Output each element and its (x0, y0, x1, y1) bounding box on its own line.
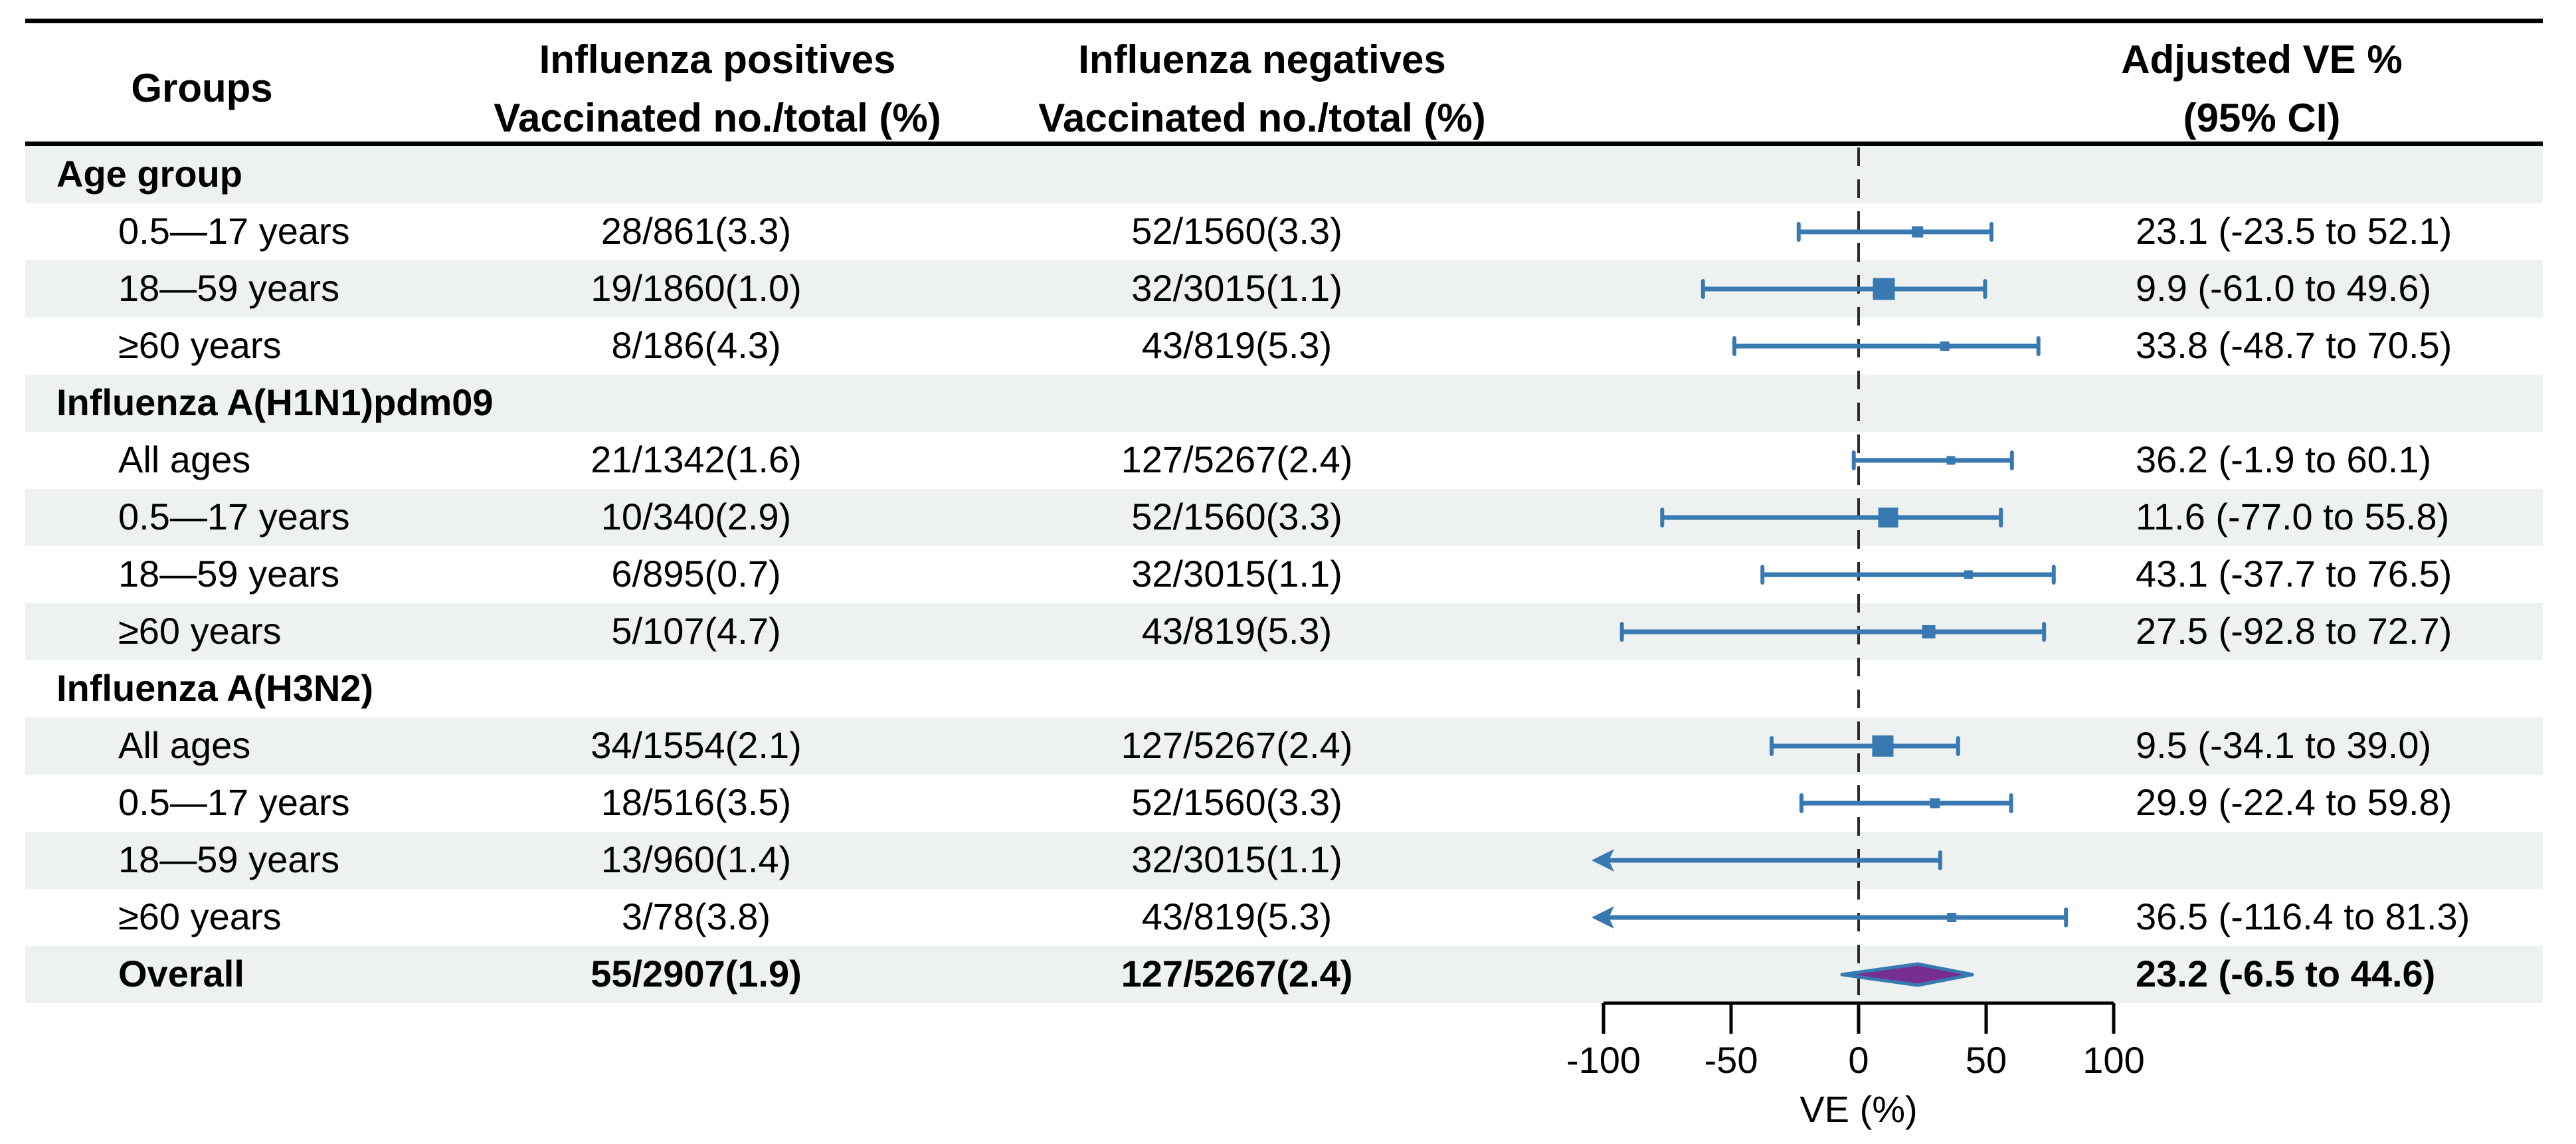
x-axis-tick-label: 100 (2082, 1039, 2145, 1081)
negatives-value: 52/1560(3.3) (1131, 209, 1342, 252)
col-header-positives-line1: Influenza positives (539, 37, 896, 82)
positives-value: 28/861(3.3) (600, 209, 792, 252)
positives-value: 13/960(1.4) (600, 838, 792, 880)
negatives-value: 32/3015(1.1) (1131, 838, 1342, 880)
ve-ci-value: 43.1 (-37.7 to 76.5) (2136, 552, 2452, 595)
positives-value: 5/107(4.7) (611, 609, 781, 652)
positives-value: 8/186(4.3) (611, 324, 781, 366)
group-section-label: Influenza A(H1N1)pdm09 (56, 381, 494, 423)
group-label: 0.5—17 years (118, 781, 350, 823)
positives-value: 6/895(0.7) (611, 552, 781, 595)
row-stripe (25, 832, 2543, 889)
x-axis-tick-label: 0 (1848, 1039, 1869, 1081)
x-axis-tick-label: -50 (1704, 1039, 1758, 1081)
ve-ci-value: 9.9 (-61.0 to 49.6) (2136, 266, 2432, 309)
col-header-negatives-line2: Vaccinated no./total (%) (1038, 96, 1486, 140)
row-stripe (25, 260, 2543, 318)
positives-value: 34/1554(2.1) (591, 723, 802, 766)
group-section-label: Influenza A(H3N2) (56, 666, 374, 709)
ve-ci-value: 9.5 (-34.1 to 39.0) (2136, 723, 2432, 766)
group-label: 18—59 years (118, 552, 340, 595)
group-label: ≥60 years (118, 324, 282, 366)
ve-ci-value: 23.1 (-23.5 to 52.1) (2136, 209, 2452, 252)
positives-value: 3/78(3.8) (621, 895, 771, 937)
x-axis-tick-label: -100 (1566, 1039, 1641, 1081)
ve-ci-value: 33.8 (-48.7 to 70.5) (2136, 324, 2452, 366)
x-axis-tick-label: 50 (1965, 1039, 2007, 1081)
row-stripe (25, 375, 2543, 432)
positives-value: 19/1860(1.0) (591, 266, 802, 309)
positives-value: 10/340(2.9) (600, 495, 792, 537)
col-header-negatives-line1: Influenza negatives (1078, 37, 1446, 82)
ve-ci-value: 36.2 (-1.9 to 60.1) (2136, 438, 2432, 480)
negatives-value: 127/5267(2.4) (1121, 438, 1353, 480)
group-section-label: Age group (56, 152, 242, 195)
row-stripe (25, 946, 2543, 1003)
row-stripe (25, 603, 2543, 660)
positives-value: 55/2907(1.9) (591, 952, 802, 995)
col-header-groups: Groups (131, 66, 273, 110)
negatives-value: 32/3015(1.1) (1131, 552, 1342, 595)
positives-value: 18/516(3.5) (600, 781, 792, 823)
ve-ci-value: 11.6 (-77.0 to 55.8) (2136, 495, 2450, 537)
negatives-value: 127/5267(2.4) (1121, 723, 1353, 766)
col-header-ve-line2: (95% CI) (2183, 96, 2341, 140)
group-label: 18—59 years (118, 266, 340, 309)
ve-ci-value: 29.9 (-22.4 to 59.8) (2136, 781, 2452, 823)
group-label: ≥60 years (118, 895, 282, 937)
ve-ci-value: 27.5 (-92.8 to 72.7) (2136, 609, 2452, 652)
top-rule (25, 19, 2543, 23)
group-label: 18—59 years (118, 838, 340, 880)
row-stripe (25, 489, 2543, 546)
group-label: All ages (118, 723, 251, 766)
x-axis-title: VE (%) (1799, 1088, 1918, 1130)
group-label: 0.5—17 years (118, 209, 350, 252)
header-rule (25, 142, 2543, 146)
negatives-value: 43/819(5.3) (1141, 324, 1333, 366)
positives-value: 21/1342(1.6) (591, 438, 802, 480)
group-label: 0.5—17 years (118, 495, 350, 537)
col-header-positives-line2: Vaccinated no./total (%) (494, 96, 941, 140)
ve-ci-value: 36.5 (-116.4 to 81.3) (2136, 895, 2470, 937)
negatives-value: 52/1560(3.3) (1131, 495, 1342, 537)
negatives-value: 32/3015(1.1) (1131, 266, 1342, 309)
row-stripe (25, 717, 2543, 775)
negatives-value: 43/819(5.3) (1141, 609, 1333, 652)
col-header-ve-line1: Adjusted VE % (2121, 37, 2403, 82)
row-stripe (25, 146, 2543, 203)
ve-ci-value: 23.2 (-6.5 to 44.6) (2136, 952, 2436, 995)
group-label: Overall (118, 952, 244, 995)
negatives-value: 127/5267(2.4) (1121, 952, 1353, 995)
group-label: All ages (118, 438, 251, 480)
negatives-value: 43/819(5.3) (1141, 895, 1333, 937)
negatives-value: 52/1560(3.3) (1131, 781, 1342, 823)
group-label: ≥60 years (118, 609, 282, 652)
